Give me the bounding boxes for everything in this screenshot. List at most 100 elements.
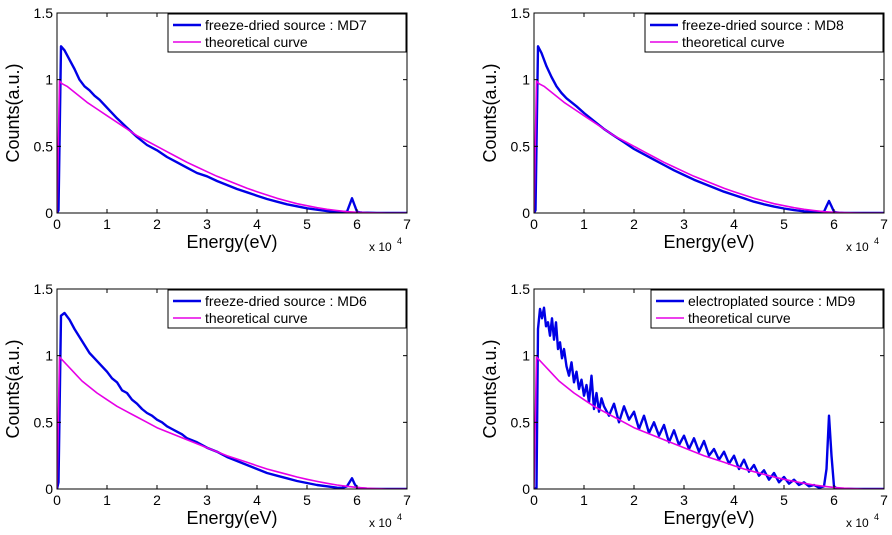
legend-entry: theoretical curve (205, 34, 308, 50)
x-tick-label: 4 (730, 492, 738, 508)
legend-entry: theoretical curve (688, 310, 791, 326)
x-tick-label: 4 (253, 492, 261, 508)
y-axis-label: Counts(a.u.) (3, 63, 23, 162)
series-line-measured (57, 311, 407, 489)
x-tick-label: 6 (353, 492, 361, 508)
y-tick-label: 0.5 (34, 414, 54, 430)
y-tick-label: 0 (45, 205, 53, 221)
x-multiplier-exponent: 4 (874, 512, 879, 522)
subplot-2: 0 1 2 3 4 5 6 7 0 0.5 1 1.5 Energy(eV) Counts(a.u.) x … (480, 5, 888, 254)
x-tick-label: 0 (53, 216, 61, 232)
y-tick-label: 1.5 (511, 5, 531, 21)
axes-frame (533, 12, 885, 214)
x-tick-label: 5 (303, 492, 311, 508)
x-tick-label: 2 (153, 216, 161, 232)
legend-box (167, 289, 407, 329)
legend-box (644, 13, 884, 53)
x-multiplier-exponent: 4 (397, 236, 402, 246)
x-tick-label: 0 (53, 492, 61, 508)
x-tick-label: 1 (580, 492, 588, 508)
legend-entry: freeze-dried source : MD8 (682, 17, 844, 33)
x-multiplier-label: x 10 (369, 516, 392, 530)
series-line-measured (57, 45, 407, 213)
x-multiplier-label: x 10 (846, 516, 869, 530)
y-tick-label: 1 (522, 348, 530, 364)
x-tick-label: 0 (530, 216, 538, 232)
x-tick-label: 6 (830, 216, 838, 232)
x-tick-label: 7 (403, 492, 411, 508)
legend-box (650, 289, 884, 329)
x-axis-label: Energy(eV) (186, 508, 277, 528)
axes-frame (56, 288, 408, 490)
series-line-theoretical (534, 356, 884, 489)
x-tick-label: 4 (253, 216, 261, 232)
x-tick-label: 1 (580, 216, 588, 232)
series-group (534, 306, 884, 489)
series-line-theoretical (534, 80, 884, 213)
series-group (57, 45, 407, 213)
series-group (57, 311, 407, 489)
y-axis-label: Counts(a.u.) (3, 339, 23, 438)
axes-frame (533, 288, 885, 490)
legend-entry: theoretical curve (682, 34, 785, 50)
series-line-measured (534, 45, 884, 213)
legend-entry: freeze-dried source : MD7 (205, 17, 367, 33)
x-tick-label: 1 (103, 216, 111, 232)
y-axis-label: Counts(a.u.) (480, 339, 500, 438)
x-tick-label: 5 (780, 216, 788, 232)
series-group (534, 45, 884, 213)
legend-entry: theoretical curve (205, 310, 308, 326)
x-tick-label: 6 (830, 492, 838, 508)
x-axis-label: Energy(eV) (663, 232, 754, 252)
x-tick-label: 3 (203, 492, 211, 508)
x-tick-label: 2 (630, 492, 638, 508)
x-axis-label: Energy(eV) (186, 232, 277, 252)
x-axis-label: Energy(eV) (663, 508, 754, 528)
x-multiplier-exponent: 4 (397, 512, 402, 522)
x-tick-label: 3 (680, 216, 688, 232)
x-multiplier-label: x 10 (369, 240, 392, 254)
x-tick-label: 3 (680, 492, 688, 508)
x-tick-label: 1 (103, 492, 111, 508)
x-multiplier-label: x 10 (846, 240, 869, 254)
x-tick-label: 2 (630, 216, 638, 232)
y-tick-label: 0.5 (511, 414, 531, 430)
x-tick-label: 7 (880, 216, 888, 232)
subplot-3: 0 1 2 3 4 5 6 7 0 0.5 1 1.5 Energy(eV) Counts(a.u.) x … (3, 281, 411, 530)
y-tick-label: 1 (45, 72, 53, 88)
x-tick-label: 2 (153, 492, 161, 508)
y-tick-label: 1 (45, 348, 53, 364)
y-tick-label: 1.5 (34, 5, 54, 21)
series-line-theoretical (57, 80, 407, 213)
series-line-measured (534, 306, 884, 489)
legend-box (167, 13, 407, 53)
y-tick-label: 0.5 (511, 138, 531, 154)
y-tick-label: 0 (522, 481, 530, 497)
x-tick-label: 3 (203, 216, 211, 232)
x-tick-label: 5 (780, 492, 788, 508)
y-tick-label: 1.5 (34, 281, 54, 297)
y-tick-label: 1.5 (511, 281, 531, 297)
series-line-theoretical (57, 356, 407, 489)
subplot-4: 0 1 2 3 4 5 6 7 0 0.5 1 1.5 Energy(eV) Counts(a.u.) x … (480, 281, 888, 530)
x-multiplier-exponent: 4 (874, 236, 879, 246)
y-tick-label: 0 (45, 481, 53, 497)
y-tick-label: 0.5 (34, 138, 54, 154)
legend-entry: freeze-dried source : MD6 (205, 293, 367, 309)
x-tick-label: 4 (730, 216, 738, 232)
x-tick-label: 5 (303, 216, 311, 232)
y-tick-label: 1 (522, 72, 530, 88)
y-tick-label: 0 (522, 205, 530, 221)
x-tick-label: 7 (880, 492, 888, 508)
x-tick-label: 6 (353, 216, 361, 232)
x-tick-label: 0 (530, 492, 538, 508)
legend-entry: electroplated source : MD9 (688, 293, 856, 309)
axes-frame (56, 12, 408, 214)
y-axis-label: Counts(a.u.) (480, 63, 500, 162)
x-tick-label: 7 (403, 216, 411, 232)
